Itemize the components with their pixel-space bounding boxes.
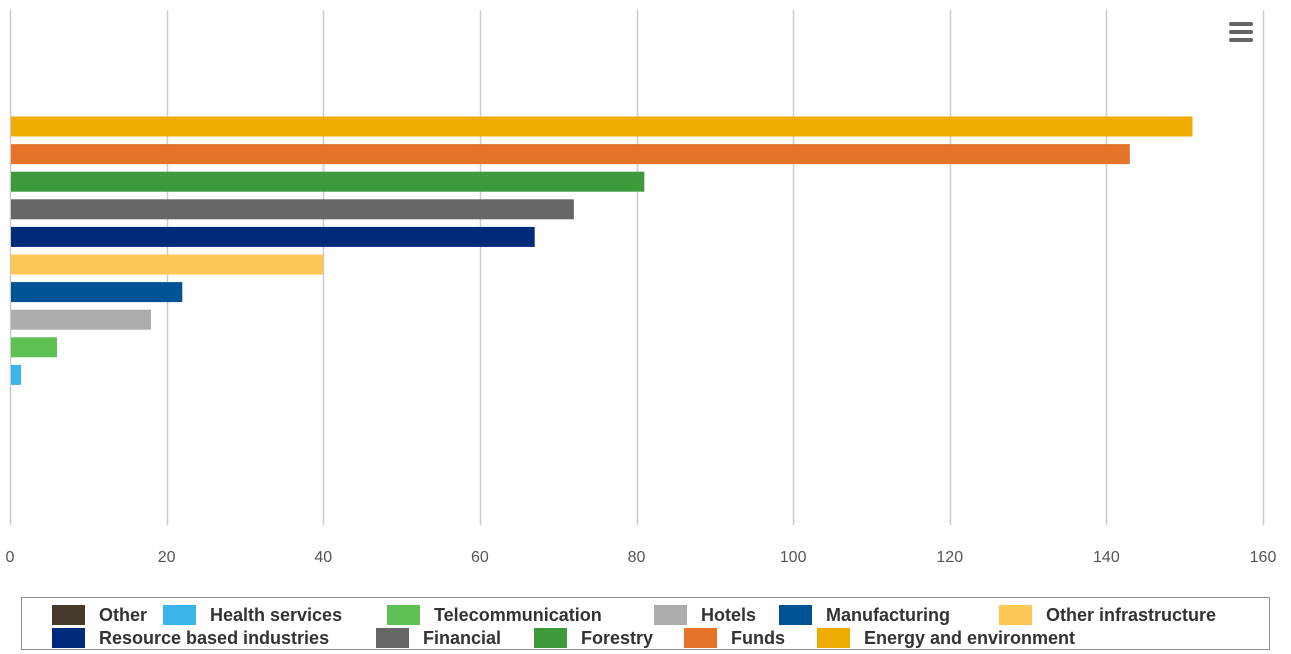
- legend-label: Health services: [210, 604, 343, 625]
- legend-item-energy-and-environment[interactable]: Energy and environment: [817, 627, 1075, 649]
- legend-item-manufacturing[interactable]: Manufacturing: [779, 604, 950, 626]
- chart-menu-button[interactable]: [1224, 14, 1260, 50]
- legend-label: Hotels: [701, 604, 757, 625]
- legend-swatch: [684, 628, 717, 648]
- legend-item-hotels[interactable]: Hotels: [654, 604, 756, 626]
- gridlines: [9, 10, 1265, 525]
- x-tick-label: 160: [1250, 549, 1277, 566]
- bar-telecommunication[interactable]: [11, 337, 57, 358]
- legend-item-other[interactable]: Other: [52, 604, 147, 626]
- x-tick-label: 80: [628, 549, 646, 566]
- legend-label: Telecommunication: [434, 604, 602, 625]
- x-axis-ticks: 0 20 40 60 80 100 120 140 160: [6, 549, 1277, 566]
- bar-hotels[interactable]: [11, 309, 151, 330]
- legend-swatch: [163, 605, 196, 625]
- legend-label: Forestry: [581, 627, 654, 648]
- x-tick-label: 40: [314, 549, 332, 566]
- x-tick-label: 120: [936, 549, 963, 566]
- bar-energy-and-environment[interactable]: [11, 116, 1193, 137]
- legend-swatch: [534, 628, 567, 648]
- legend-item-resource-based-industries[interactable]: Resource based industries: [52, 627, 329, 649]
- x-tick-label: 60: [471, 549, 489, 566]
- legend-swatch: [376, 628, 409, 648]
- bar-resource-based-industries[interactable]: [11, 226, 535, 247]
- legend-label: Other infrastructure: [1046, 604, 1217, 625]
- x-tick-label: 140: [1093, 549, 1120, 566]
- legend-item-other-infrastructure[interactable]: Other infrastructure: [999, 604, 1216, 626]
- legend-item-funds[interactable]: Funds: [684, 627, 785, 649]
- legend-label: Other: [99, 604, 148, 625]
- legend-label: Manufacturing: [826, 604, 950, 625]
- x-tick-label: 0: [6, 549, 15, 566]
- bar-manufacturing[interactable]: [11, 282, 183, 303]
- bar-funds[interactable]: [11, 144, 1130, 165]
- legend-item-financial[interactable]: Financial: [376, 627, 501, 649]
- chart-legend: Other Health services Telecommunication …: [21, 597, 1270, 650]
- legend-swatch: [387, 605, 420, 625]
- x-tick-label: 20: [158, 549, 176, 566]
- legend-label: Energy and environment: [864, 627, 1076, 648]
- bar-chart: 0 20 40 60 80 100 120 140 160: [6, 10, 1277, 566]
- bar-financial[interactable]: [11, 199, 574, 220]
- legend-swatch: [817, 628, 850, 648]
- legend-item-forestry[interactable]: Forestry: [534, 627, 653, 649]
- legend-item-health-services[interactable]: Health services: [163, 604, 342, 626]
- legend-swatch: [654, 605, 687, 625]
- bar-forestry[interactable]: [11, 171, 645, 192]
- legend-swatch: [52, 605, 85, 625]
- legend-label: Resource based industries: [99, 627, 330, 648]
- legend-item-telecommunication[interactable]: Telecommunication: [387, 604, 602, 626]
- legend-label: Funds: [731, 627, 785, 648]
- bar-health-services[interactable]: [11, 364, 21, 385]
- bar-other-infrastructure[interactable]: [11, 254, 324, 275]
- x-tick-label: 100: [780, 549, 807, 566]
- legend-swatch: [779, 605, 812, 625]
- legend-label: Financial: [423, 627, 502, 648]
- legend-swatch: [52, 628, 85, 648]
- bars: [11, 116, 1193, 385]
- legend-swatch: [999, 605, 1032, 625]
